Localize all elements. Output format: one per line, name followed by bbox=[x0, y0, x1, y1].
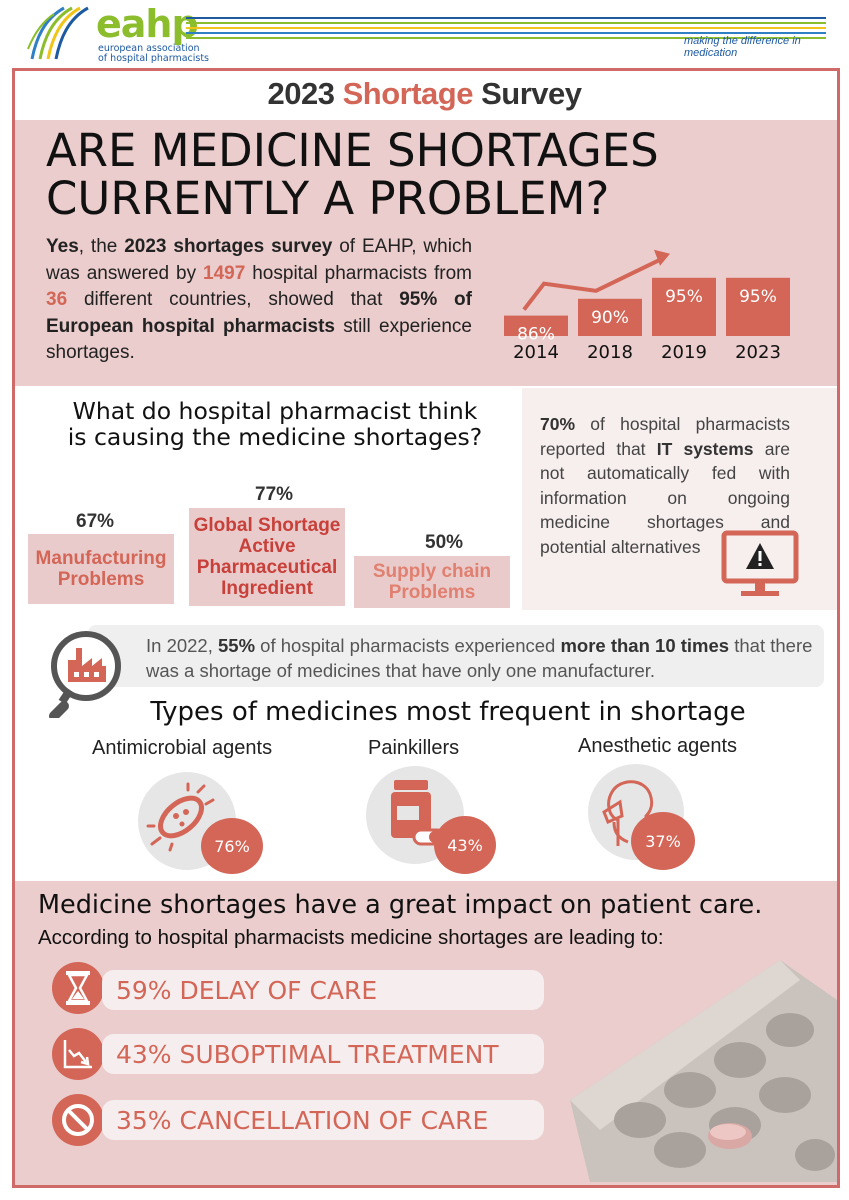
content-frame bbox=[12, 68, 840, 1188]
declining-chart-icon bbox=[63, 1040, 92, 1069]
it-bold: IT systems bbox=[656, 438, 754, 459]
chart-bar bbox=[652, 277, 716, 336]
chart-tick-label: 2018 bbox=[587, 342, 633, 363]
header-stripe bbox=[186, 37, 826, 39]
cause-label: Problems bbox=[388, 582, 476, 603]
it-text: are not automatically fed with informati… bbox=[540, 438, 791, 557]
cause-label: Manufacturing bbox=[35, 548, 167, 569]
cause-manufacturing: Manufacturing Problems bbox=[28, 534, 174, 604]
hero-summary: Yes, the 2023 shortages survey of EAHP, … bbox=[46, 234, 472, 367]
causes-question-line1: What do hospital pharmacist think bbox=[72, 397, 478, 425]
summary-highlight: 95% of European hospital pharmacists bbox=[46, 289, 472, 337]
summary-text: of EAHP, which was answered by bbox=[46, 236, 473, 284]
types-title: Types of medicines most frequent in shor… bbox=[150, 697, 746, 727]
cause-pct: 50% bbox=[425, 532, 464, 553]
manufacturer-pct: 55% bbox=[218, 635, 256, 656]
it-systems-panel bbox=[522, 388, 837, 610]
header: eahp european association of hospital ph… bbox=[0, 0, 849, 66]
manufacturer-text-part: In 2022, bbox=[146, 635, 219, 656]
chart-data-label: 86% bbox=[517, 325, 555, 345]
survey-title-year: 2023 bbox=[267, 76, 335, 111]
summary-text: , the bbox=[78, 236, 125, 257]
it-text: of hospital pharmacists reported that bbox=[540, 414, 790, 459]
type-pct-badge: 37% bbox=[631, 812, 695, 870]
survey-title: 2023 Shortage Survey bbox=[0, 76, 849, 112]
impact-bar: 59% DELAY OF CARE bbox=[102, 970, 544, 1010]
hero-section bbox=[15, 120, 837, 386]
manufacturer-text-part: of hospital pharmacists experienced bbox=[255, 635, 561, 656]
summary-text: still experience shortages. bbox=[46, 315, 472, 364]
causes-question-line2: is causing the medicine shortages? bbox=[67, 423, 483, 451]
header-stripe bbox=[186, 22, 826, 24]
type-pct-badge: 43% bbox=[434, 816, 496, 874]
survey-title-word: Shortage bbox=[342, 76, 474, 111]
prohibited-icon bbox=[62, 1104, 94, 1136]
hero-question-line2: CURRENTLY A PROBLEM? bbox=[46, 172, 610, 225]
impact-label: 59% DELAY OF CARE bbox=[116, 975, 378, 1005]
chart-bar bbox=[578, 298, 642, 336]
impact-subtitle: According to hospital pharmacists medici… bbox=[38, 926, 664, 949]
type-label: Antimicrobial agents bbox=[92, 737, 273, 759]
summary-countries: 36 bbox=[46, 289, 68, 310]
trend-arrowhead bbox=[654, 249, 670, 266]
magnifier-factory-icon bbox=[49, 631, 121, 718]
cause-api-shortage: Global Shortage Active Pharmaceutical Ingre… bbox=[189, 508, 345, 606]
chart-bar bbox=[504, 315, 568, 336]
chart-tick-label: 2014 bbox=[513, 342, 559, 363]
type-pct-badge: 76% bbox=[201, 818, 263, 874]
type-label: Painkillers bbox=[368, 737, 460, 759]
org-name-line2: of hospital pharmacists bbox=[98, 53, 210, 64]
manufacturer-text-part: that there was a shortage of medicines t… bbox=[146, 635, 813, 681]
tagline: making the difference in medication bbox=[684, 35, 801, 59]
manufacturer-highlight: more than 10 times bbox=[560, 635, 730, 656]
cause-label: Global Shortage bbox=[193, 515, 341, 536]
impact-icon-circle bbox=[52, 962, 104, 1014]
impact-bar: 43% SUBOPTIMAL TREATMENT bbox=[102, 1034, 544, 1074]
chart-bar bbox=[726, 277, 790, 336]
blister-pack-image bbox=[570, 960, 837, 1182]
summary-survey: 2023 shortages survey bbox=[124, 236, 333, 257]
shortage-trend-chart: 86%2014 90% 2018 95% 2019 95% 2023 bbox=[504, 249, 790, 363]
summary-text: different countries, showed that bbox=[67, 289, 400, 310]
impact-bar: 35% CANCELLATION OF CARE bbox=[102, 1100, 544, 1140]
cause-label: Active bbox=[238, 536, 296, 557]
chart-data-label: 95% bbox=[665, 287, 703, 307]
bacteria-icon bbox=[146, 782, 215, 852]
cause-label: Supply chain bbox=[372, 561, 492, 582]
chart-tick-label: 2019 bbox=[661, 342, 707, 363]
header-stripe bbox=[186, 32, 826, 34]
logo-wordmark: eahp bbox=[96, 2, 199, 46]
it-pct: 70% bbox=[540, 414, 576, 434]
it-systems-text: 70% of hospital pharmacists reported tha… bbox=[540, 412, 790, 559]
impact-label: 35% CANCELLATION OF CARE bbox=[116, 1105, 489, 1135]
manufacturer-callout bbox=[88, 625, 824, 687]
cause-pct: 77% bbox=[255, 484, 294, 505]
type-label: Anesthetic agents bbox=[578, 735, 737, 757]
header-stripe bbox=[186, 17, 826, 19]
cause-supply-chain: Supply chain Problems bbox=[354, 556, 510, 608]
org-name-line1: european association bbox=[98, 43, 200, 54]
survey-title-rest: Survey bbox=[481, 76, 582, 111]
chart-data-label: 90% bbox=[591, 308, 629, 328]
cause-pct: 67% bbox=[76, 511, 115, 532]
chart-tick-label: 2023 bbox=[735, 342, 781, 363]
cause-label: Problems bbox=[57, 569, 145, 590]
cause-label: Ingredient bbox=[221, 578, 313, 599]
impact-title: Medicine shortages have a great impact o… bbox=[38, 890, 763, 920]
chart-data-label: 95% bbox=[739, 287, 777, 307]
trend-line bbox=[522, 256, 665, 311]
causes-question: What do hospital pharmacist think is cau… bbox=[30, 398, 520, 450]
summary-text: hospital pharmacists from bbox=[245, 262, 473, 284]
summary-respondents: 1497 bbox=[203, 262, 246, 284]
hourglass-icon bbox=[66, 971, 90, 1005]
header-stripe bbox=[186, 27, 826, 29]
eahp-logo-mark-icon bbox=[27, 6, 89, 60]
impact-label: 43% SUBOPTIMAL TREATMENT bbox=[116, 1039, 499, 1069]
summary-yes: Yes bbox=[46, 236, 79, 257]
manufacturer-text: In 2022, 55% of hospital pharmacists exp… bbox=[146, 633, 818, 683]
hero-question-line1: ARE MEDICINE SHORTAGES bbox=[46, 124, 659, 177]
anesthesia-mask-icon bbox=[602, 780, 654, 846]
monitor-warning-icon bbox=[721, 530, 799, 596]
cause-label: Pharmaceutical bbox=[196, 557, 338, 578]
